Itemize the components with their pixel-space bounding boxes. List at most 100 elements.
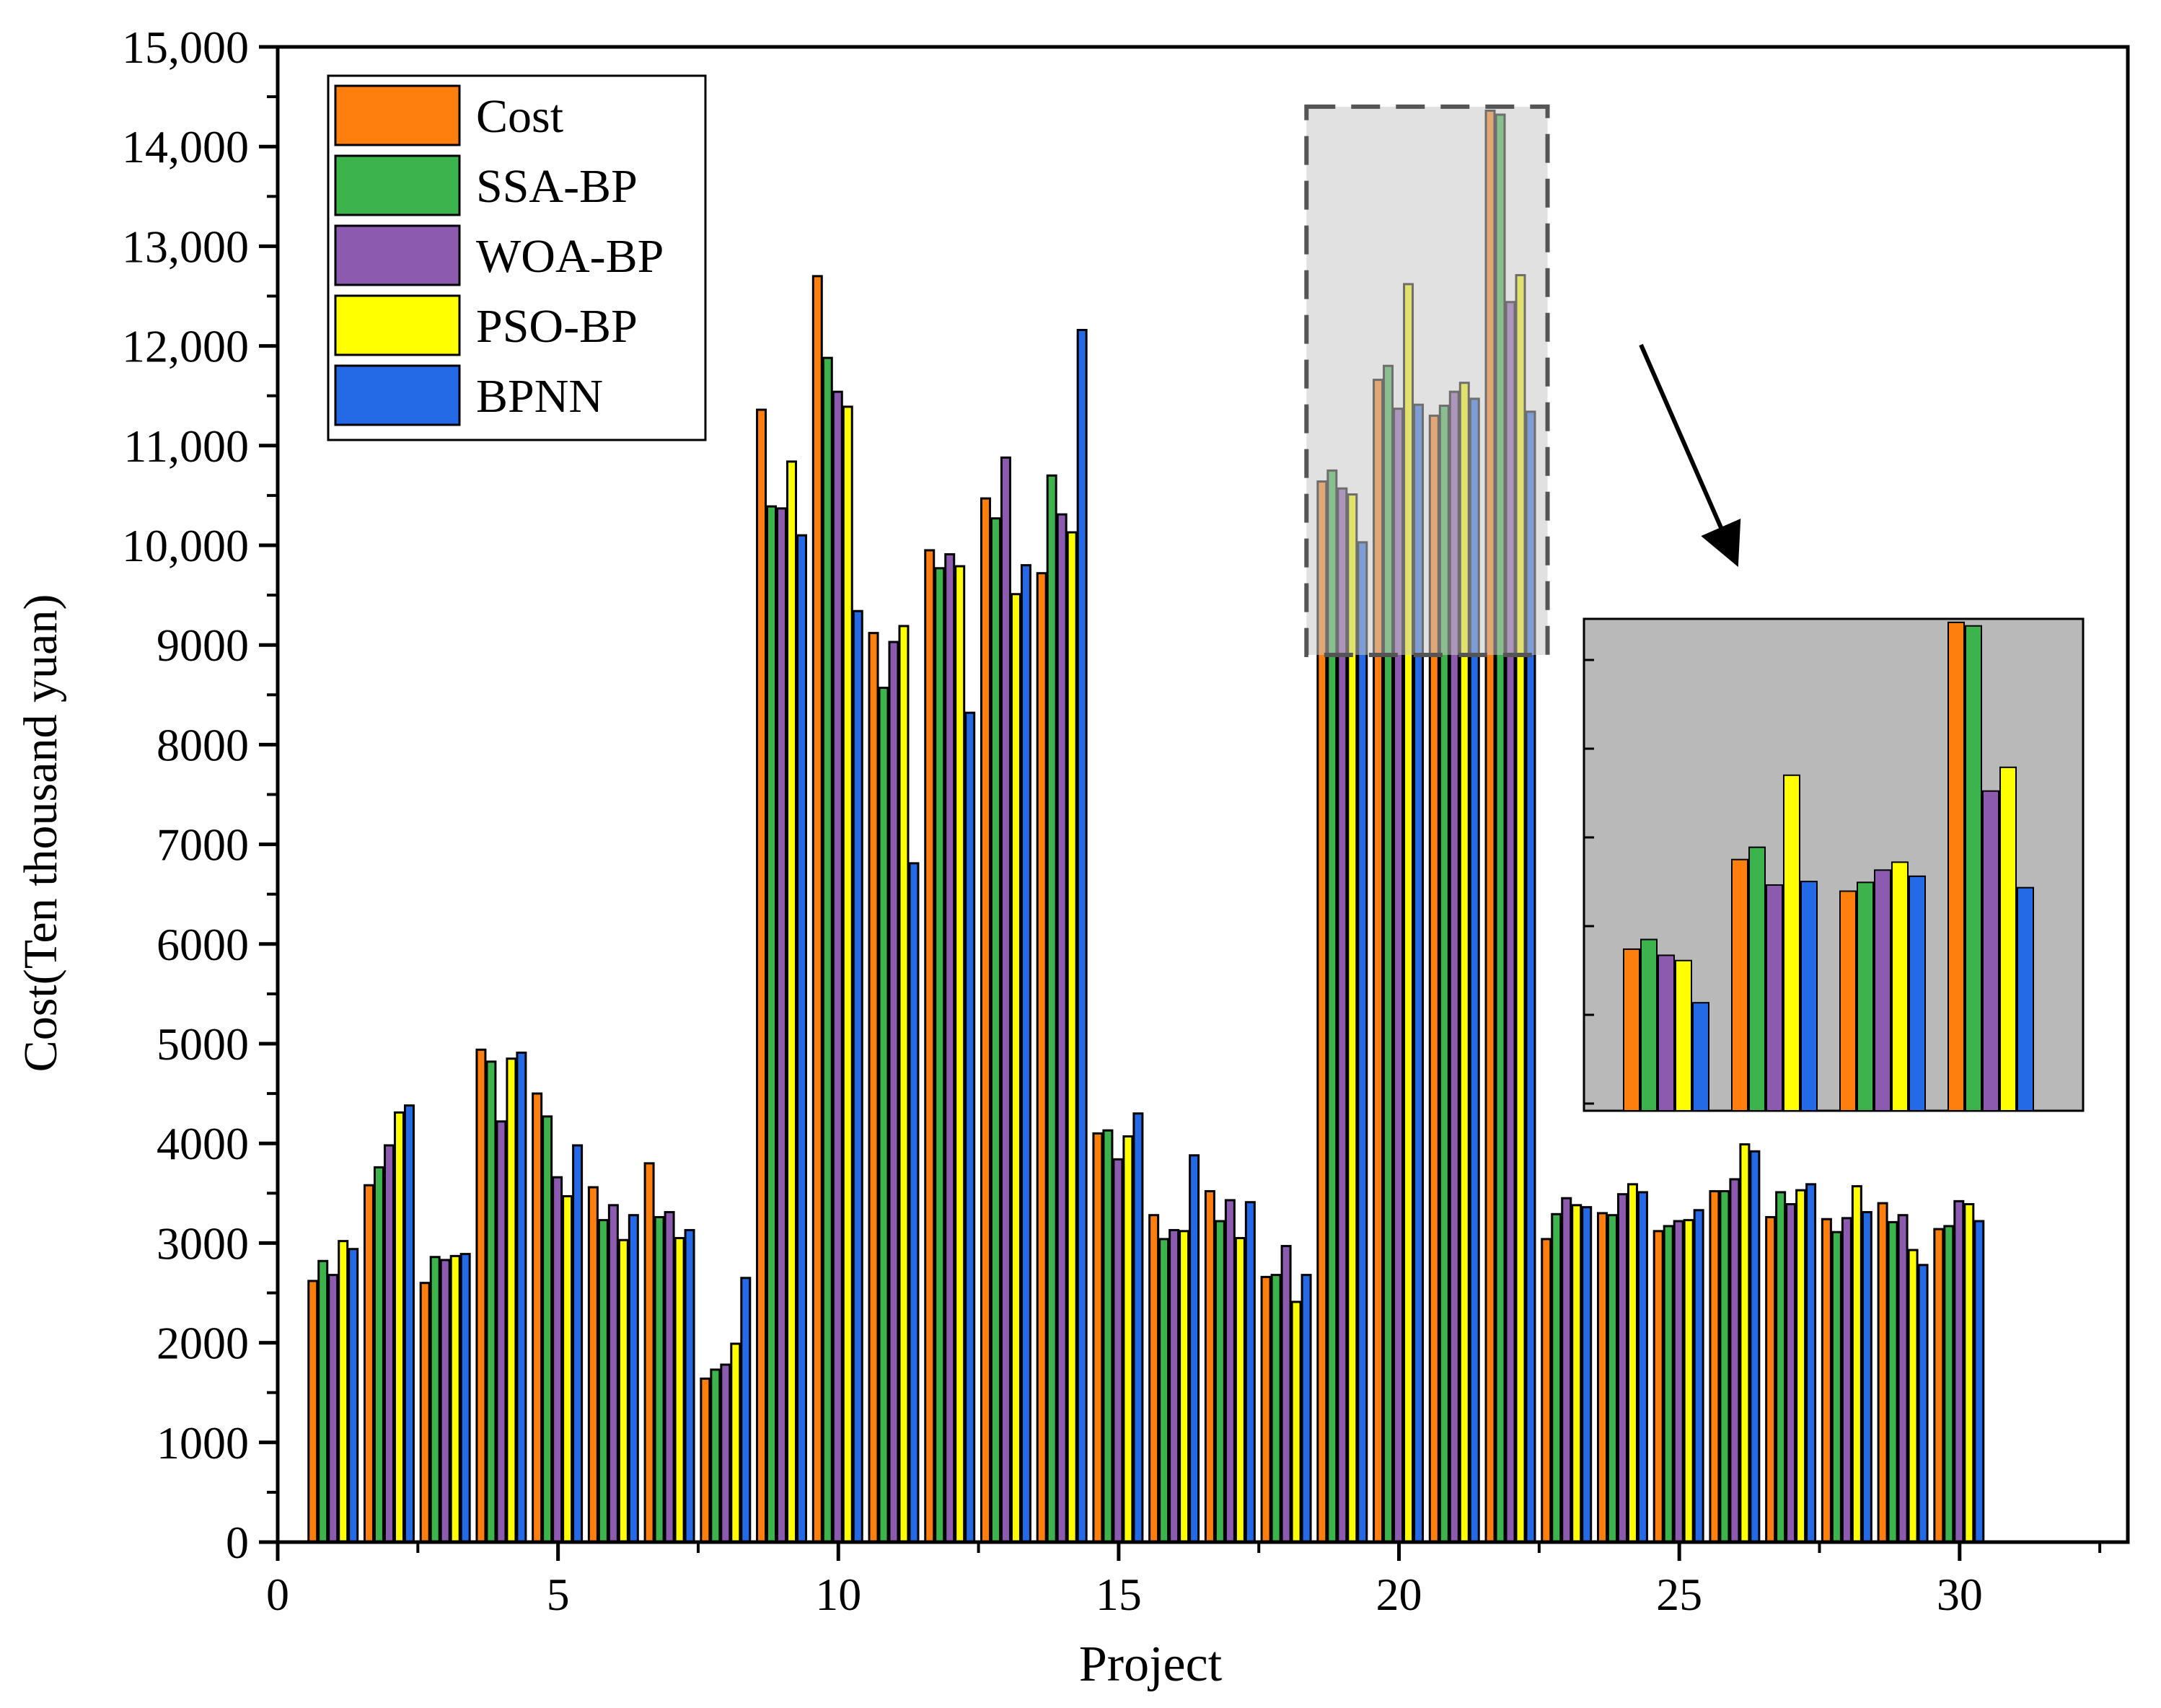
bar-bpnn-24 [1637,1191,1648,1544]
inset-bar-pso-bp-22 [1999,766,2017,1111]
bar-cost-30 [1933,1228,1945,1544]
bar-cost-24 [1596,1212,1608,1544]
bar-woa-bp-30 [1953,1199,1965,1544]
bar-pso-bp-1 [338,1240,349,1544]
inset-bar-cost-21 [1839,890,1857,1112]
inset-bar-ssa-bp-20 [1748,846,1766,1111]
bar-ssa-bp-14 [1046,474,1057,1544]
bar-cost-5 [532,1092,543,1544]
y-tick-label-2000: 2000 [157,1318,249,1369]
legend-swatch-pso-bp [334,294,461,356]
x-tick-label-10: 10 [815,1569,861,1620]
bar-cost-6 [587,1186,599,1544]
x-axis-label: Project [1079,1637,1223,1692]
bar-pso-bp-23 [1571,1204,1583,1544]
y-tick-label-12000: 12,000 [122,321,249,372]
bar-woa-bp-11 [888,640,899,1544]
y-tick-label-0: 0 [226,1517,249,1568]
inset-bar-bpnn-21 [1909,875,1926,1111]
bar-bpnn-10 [852,609,863,1544]
bar-bpnn-18 [1300,1274,1312,1544]
bar-bpnn-9 [796,534,808,1544]
bar-ssa-bp-6 [597,1219,609,1544]
bar-pso-bp-12 [954,565,966,1544]
bar-woa-bp-25 [1673,1220,1684,1544]
y-tick-label-13000: 13,000 [122,221,249,272]
bar-ssa-bp-23 [1551,1212,1562,1544]
bar-ssa-bp-9 [766,505,778,1544]
bar-ssa-bp-10 [822,356,833,1544]
inset-plot [1583,617,2085,1112]
bar-bpnn-25 [1693,1209,1704,1544]
bar-bpnn-19 [1357,541,1368,1544]
bar-bpnn-17 [1244,1201,1256,1544]
legend-label-bpnn: BPNN [476,370,603,423]
legend-label-woa-bp: WOA-BP [476,230,664,283]
inset-bar-cost-19 [1623,948,1640,1112]
bar-pso-bp-18 [1290,1300,1302,1544]
bar-ssa-bp-5 [542,1115,553,1544]
bar-woa-bp-24 [1616,1193,1628,1544]
bar-woa-bp-4 [496,1120,507,1544]
bar-pso-bp-7 [674,1236,685,1544]
bar-pso-bp-6 [617,1238,629,1544]
bar-cost-26 [1709,1190,1720,1544]
inset-bar-woa-bp-22 [1982,790,1999,1111]
bar-cost-23 [1541,1238,1552,1544]
bar-cost-2 [363,1184,374,1544]
legend-swatch-ssa-bp [334,154,461,216]
legend-label-ssa-bp: SSA-BP [476,160,638,213]
bar-ssa-bp-11 [878,687,889,1544]
bar-woa-bp-27 [1785,1203,1797,1544]
inset-bar-ssa-bp-19 [1640,938,1658,1111]
bar-woa-bp-15 [1112,1158,1124,1544]
bar-woa-bp-5 [552,1176,563,1544]
bar-cost-13 [980,497,991,1544]
bar-pso-bp-17 [1234,1236,1246,1544]
bar-pso-bp-30 [1963,1203,1975,1544]
bar-bpnn-8 [740,1277,752,1544]
y-tick-label-10000: 10,000 [122,520,249,571]
bar-woa-bp-16 [1168,1228,1180,1544]
inset-bar-ssa-bp-21 [1857,881,1874,1112]
bar-woa-bp-28 [1841,1217,1852,1544]
y-tick-label-1000: 1000 [157,1417,249,1469]
bar-pso-bp-27 [1795,1189,1807,1544]
zoom-arrow [1639,343,1741,567]
bar-pso-bp-25 [1683,1219,1694,1544]
bar-woa-bp-2 [383,1144,395,1544]
bar-woa-bp-1 [327,1274,339,1544]
bar-cost-3 [419,1282,431,1544]
bar-cost-7 [643,1162,655,1544]
legend-swatch-woa-bp [334,224,461,286]
inset-bar-woa-bp-19 [1658,954,1675,1112]
bar-pso-bp-11 [898,625,910,1544]
bar-ssa-bp-18 [1270,1274,1282,1544]
inset-bar-bpnn-19 [1692,1002,1709,1112]
x-tick-label-15: 15 [1096,1569,1142,1620]
y-tick-label-15000: 15,000 [122,22,249,73]
bar-cost-28 [1821,1218,1832,1544]
bar-pso-bp-29 [1907,1249,1919,1544]
bar-cost-27 [1765,1215,1777,1544]
inset-bar-bpnn-20 [1800,881,1818,1111]
inset-bar-woa-bp-20 [1766,884,1783,1112]
bar-woa-bp-26 [1729,1178,1740,1544]
bar-bpnn-2 [403,1104,415,1544]
bar-cost-14 [1036,572,1047,1544]
bar-cost-4 [475,1048,487,1544]
bar-cost-11 [868,632,879,1544]
zoom-region-box [1304,104,1550,658]
legend: Cost SSA-BP WOA-BP PSO-BP BPNN [327,74,707,441]
y-tick-label-5000: 5000 [157,1018,249,1070]
bar-pso-bp-2 [393,1111,405,1544]
bar-pso-bp-16 [1179,1230,1190,1544]
bar-ssa-bp-24 [1606,1214,1618,1544]
bar-ssa-bp-26 [1719,1190,1730,1544]
bar-bpnn-26 [1749,1150,1761,1544]
x-tick-label-30: 30 [1937,1569,1983,1620]
bar-bpnn-15 [1132,1112,1144,1544]
bar-pso-bp-4 [506,1057,517,1544]
bar-ssa-bp-12 [934,567,946,1544]
bar-ssa-bp-30 [1943,1225,1955,1544]
